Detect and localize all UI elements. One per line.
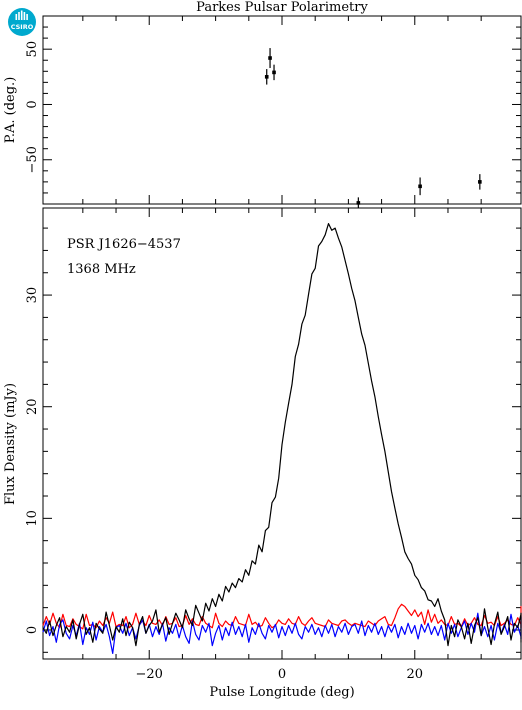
axis-tick-labels: −20 0 20 50 0 −50 0 10 20 30 — [25, 41, 423, 682]
x-tick-label: 0 — [278, 667, 286, 682]
pa-point — [478, 180, 482, 184]
pa-point — [418, 184, 422, 189]
circular-polarization-line — [42, 612, 522, 655]
pa-y-tick-label: 0 — [25, 100, 40, 108]
pa-y-tick-label: −50 — [25, 146, 40, 173]
frequency-annotation: 1368 MHz — [67, 262, 136, 277]
logo-lettering: CSIRO — [11, 23, 34, 31]
chart-title: Parkes Pulsar Polarimetry — [196, 0, 368, 15]
pa-y-tick-label: 50 — [25, 41, 40, 58]
x-tick-label: −20 — [136, 667, 163, 682]
profile-y-tick-label: 10 — [25, 510, 40, 527]
profile-y-tick-label: 20 — [25, 398, 40, 415]
pa-point — [268, 56, 272, 60]
csiro-logo: CSIRO — [8, 8, 36, 36]
x-tick-label: 20 — [407, 667, 424, 682]
linear-polarization-line — [42, 603, 522, 630]
pa-y-axis-label: P.A. (deg.) — [3, 77, 18, 144]
pa-points — [264, 48, 482, 209]
pa-point — [272, 70, 276, 75]
profile-y-axis-label: Flux Density (mJy) — [3, 383, 18, 505]
pa-point — [264, 75, 269, 79]
pa-panel-frame — [42, 15, 522, 205]
pa-point — [356, 201, 361, 205]
profile-y-tick-label: 30 — [25, 287, 40, 304]
axis-ticks — [43, 16, 521, 659]
profile-series — [42, 223, 522, 655]
profile-y-tick-label: 0 — [25, 626, 40, 634]
pulsar-name-annotation: PSR J1626−4537 — [67, 237, 181, 252]
x-axis-label: Pulse Longitude (deg) — [209, 685, 354, 700]
total-intensity-line — [42, 223, 522, 647]
